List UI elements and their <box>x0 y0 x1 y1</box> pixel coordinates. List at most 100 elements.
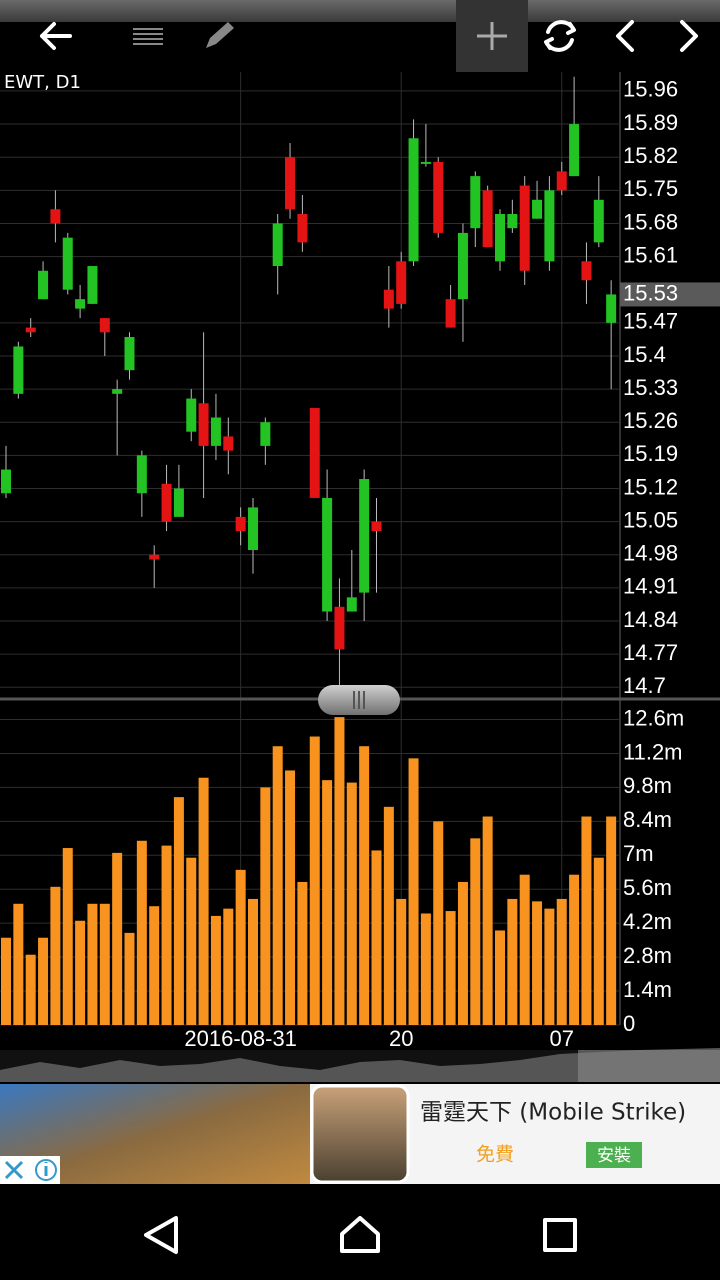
volume-bar <box>161 845 172 1025</box>
y-tick-label: 2.8m <box>623 943 672 968</box>
volume-bar <box>606 816 617 1025</box>
candle-body <box>248 507 258 551</box>
last-price-label: 15.53 <box>623 280 678 305</box>
volume-bar <box>50 886 61 1025</box>
y-tick-label: 15.26 <box>623 408 678 433</box>
volume-bar <box>87 903 98 1025</box>
navigator-window[interactable] <box>578 1050 720 1082</box>
crosshair-icon <box>477 22 507 50</box>
y-tick-label: 14.7 <box>623 673 666 698</box>
y-tick-label: 15.68 <box>623 209 678 234</box>
candle-body <box>346 597 357 612</box>
navigator <box>0 1048 720 1082</box>
candle-body <box>507 213 518 229</box>
volume-bar <box>334 717 345 1025</box>
refresh-button[interactable] <box>544 20 576 52</box>
nav-recent[interactable] <box>543 1218 577 1252</box>
volume-bar <box>99 903 110 1025</box>
y-tick-label: 14.84 <box>623 607 678 632</box>
y-tick-label: 0 <box>623 1011 635 1036</box>
candle-body <box>470 176 481 229</box>
status-bar <box>0 0 720 22</box>
toolbar <box>40 0 698 72</box>
volume-bar <box>75 920 86 1025</box>
volume-bar <box>532 901 543 1025</box>
candle-body <box>112 389 123 394</box>
nav-back[interactable] <box>144 1216 178 1254</box>
y-tick-label: 5.6m <box>623 875 672 900</box>
volume-bar <box>569 874 580 1025</box>
candle-body <box>50 209 61 224</box>
candle-body <box>198 403 209 446</box>
candle-body <box>38 270 49 300</box>
prev-button[interactable] <box>616 20 634 52</box>
candle-body <box>359 479 370 593</box>
volume-bar <box>235 869 246 1025</box>
volume-bar <box>581 816 592 1025</box>
volume-bar <box>519 874 530 1025</box>
volume-bar <box>309 736 320 1025</box>
volume-bar <box>470 838 481 1025</box>
candle-body <box>433 161 444 233</box>
back-button[interactable] <box>40 22 72 50</box>
candle-body <box>322 497 333 612</box>
candle-body <box>482 190 493 248</box>
volume-bar <box>556 898 567 1025</box>
y-tick-label: 15.05 <box>623 507 678 532</box>
y-tick-label: 15.33 <box>623 375 678 400</box>
candle-body <box>408 138 419 262</box>
volume-bar <box>285 770 296 1025</box>
next-button[interactable] <box>680 20 698 52</box>
candle-body <box>1 469 11 494</box>
menu-button[interactable] <box>133 28 163 45</box>
draw-button[interactable] <box>206 22 234 48</box>
chart-title: EWT, D1 <box>4 72 81 93</box>
ad-close[interactable] <box>4 1160 24 1180</box>
handle-grip <box>353 691 365 709</box>
volume-bar <box>322 780 333 1025</box>
volume-bar <box>457 881 468 1025</box>
volume-bar <box>396 898 407 1025</box>
volume-bar <box>260 787 271 1025</box>
candle-body <box>124 337 135 371</box>
y-tick-label: 15.19 <box>623 441 678 466</box>
candle-body <box>285 157 296 210</box>
ad-info[interactable] <box>35 1159 57 1181</box>
nav-home[interactable] <box>340 1216 380 1253</box>
candle-body <box>556 171 567 191</box>
ad-banner[interactable]: 雷霆天下 (Mobile Strike) 免費 安裝 <box>0 1084 720 1184</box>
y-tick-label: 1.4m <box>623 977 672 1002</box>
candle-body <box>136 455 147 494</box>
candle-body <box>569 124 580 177</box>
volume-bar <box>1 937 11 1025</box>
volume-bar <box>272 746 283 1025</box>
candle-body <box>544 190 555 262</box>
last-price-marker <box>620 282 720 307</box>
volume-bar <box>346 782 357 1025</box>
volume-bar <box>248 898 258 1025</box>
volume-bar <box>359 746 370 1025</box>
y-tick-label: 15.82 <box>623 143 678 168</box>
volume-bar <box>198 777 209 1025</box>
candle-body <box>371 521 382 532</box>
x-tick-label: 07 <box>550 1026 574 1051</box>
volume-bar <box>408 758 419 1025</box>
y-tick-label: 4.2m <box>623 909 672 934</box>
volume-bar <box>371 850 382 1025</box>
install-label: 安裝 <box>597 1146 631 1166</box>
candle-body <box>309 408 320 498</box>
candle-body <box>383 289 394 309</box>
candle-body <box>519 185 530 271</box>
volume-bar <box>149 906 160 1025</box>
y-tick-label: 15.75 <box>623 176 678 201</box>
y-tick-label: 9.8m <box>623 773 672 798</box>
candle-body <box>223 436 234 451</box>
y-tick-label: 15.12 <box>623 474 678 499</box>
candle-body <box>173 488 184 517</box>
volume-bar <box>13 903 24 1025</box>
x-tick-label: 20 <box>389 1026 413 1051</box>
candle-body <box>606 294 617 323</box>
install-button[interactable] <box>586 1142 642 1168</box>
